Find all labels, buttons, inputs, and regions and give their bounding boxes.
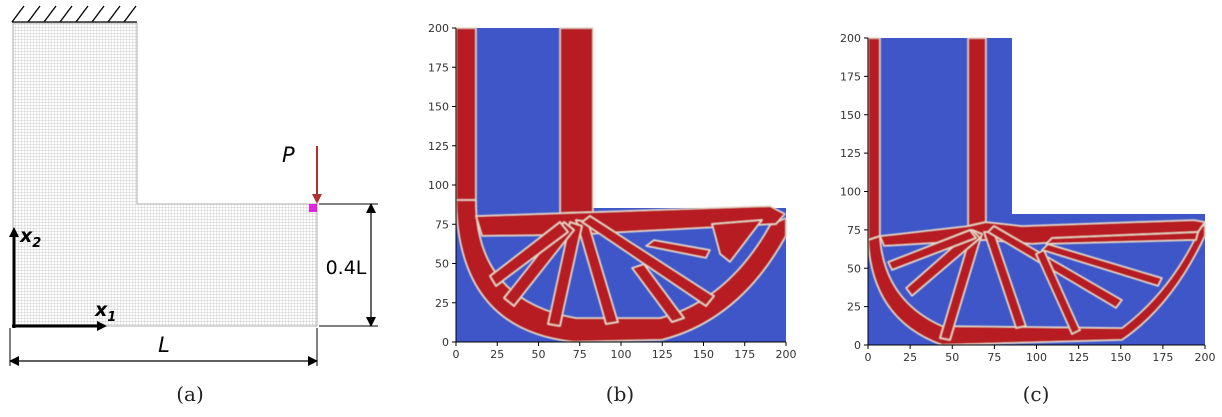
fixed-support-hatching: [11, 5, 137, 23]
y-tick-label: 75: [435, 218, 449, 231]
x-tick-label: 200: [1195, 351, 1216, 364]
y-tick-label: 150: [840, 109, 861, 122]
load-node: [309, 204, 317, 212]
ticks-b: 0 25 50 75 100 125 150 175 200 0 25 50 75 100 125 150 17…: [428, 22, 797, 361]
ticks-c: 0 25 50 75 100 125 150 175 200 0 25 50 75 100 125 150 17…: [840, 32, 1216, 364]
x-tick-label: 150: [693, 348, 714, 361]
x-tick-label: 100: [1026, 351, 1047, 364]
y-tick-label: 125: [840, 147, 861, 160]
x-tick-label: 175: [1152, 351, 1173, 364]
y-tick-label: 200: [840, 32, 861, 45]
panel-b: 0 25 50 75 100 125 150 175 200 0 25 50 75 100 125 150 17…: [410, 0, 810, 413]
caption-c: (c): [1022, 382, 1050, 406]
y-tick-label: 25: [435, 297, 449, 310]
x-tick-label: 75: [573, 348, 587, 361]
height-label: 0.4L: [326, 257, 367, 279]
y-tick-label: 25: [847, 301, 861, 314]
y-tick-label: 50: [435, 258, 449, 271]
y-tick-label: 100: [428, 179, 449, 192]
length-label: L: [158, 333, 170, 357]
x-tick-label: 125: [1068, 351, 1089, 364]
x-tick-label: 25: [490, 348, 504, 361]
design-domain-c: [867, 37, 1206, 346]
topology-plot-c: 0 25 50 75 100 125 150 175 200 0 25 50 75 100 125 150 17…: [840, 32, 1216, 364]
x-tick-label: 25: [903, 351, 917, 364]
panel-a: P 0.4L L x2 x1 (a): [0, 0, 400, 413]
x-tick-label: 175: [734, 348, 755, 361]
y-tick-label: 175: [840, 70, 861, 83]
y-tick-label: 125: [428, 140, 449, 153]
y-tick-label: 0: [854, 339, 861, 352]
y-tick-label: 50: [847, 262, 861, 275]
l-bracket-diagram: P 0.4L L x2 x1: [9, 5, 378, 366]
axis-x2-label: x2: [19, 225, 41, 251]
design-domain-b: [455, 27, 787, 343]
x-tick-label: 100: [611, 348, 632, 361]
caption-b: (b): [605, 382, 635, 406]
x-tick-label: 50: [945, 351, 959, 364]
x-tick-label: 150: [1110, 351, 1131, 364]
x-tick-label: 125: [652, 348, 673, 361]
y-tick-label: 200: [428, 22, 449, 35]
panel-c: 0 25 50 75 100 125 150 175 200 0 25 50 75 100 125 150 17…: [822, 0, 1222, 413]
length-dimension: [9, 328, 318, 366]
y-tick-label: 100: [840, 186, 861, 199]
x-tick-label: 0: [453, 348, 460, 361]
y-tick-label: 150: [428, 101, 449, 114]
axis-x1-label: x1: [94, 299, 116, 325]
load-label: P: [282, 143, 295, 167]
y-tick-label: 75: [847, 224, 861, 237]
coordinate-axes: [9, 227, 107, 331]
x-tick-label: 0: [865, 351, 872, 364]
caption-a: (a): [176, 382, 204, 406]
height-dimension: [319, 203, 378, 327]
x-tick-label: 75: [987, 351, 1001, 364]
x-tick-label: 50: [532, 348, 546, 361]
l-bracket-mesh: [12, 22, 318, 327]
topology-plot-b: 0 25 50 75 100 125 150 175 200 0 25 50 75 100 125 150 17…: [428, 22, 797, 361]
y-tick-label: 175: [428, 61, 449, 74]
x-tick-label: 200: [776, 348, 797, 361]
y-tick-label: 0: [442, 336, 449, 349]
